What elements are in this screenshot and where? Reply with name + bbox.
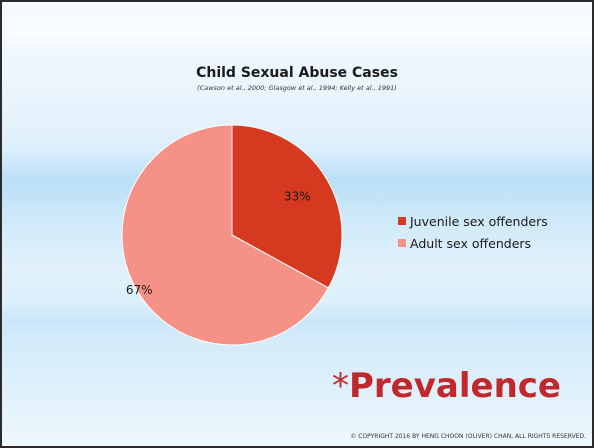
pie-data-label: 33% xyxy=(284,189,311,203)
chart-legend: Juvenile sex offenders Adult sex offende… xyxy=(398,210,548,254)
copyright-notice: © COPYRIGHT 2016 BY HENG CHOON (OLIVER) … xyxy=(350,433,586,440)
legend-swatch xyxy=(398,239,406,247)
slide-heading: *Prevalence xyxy=(332,366,561,406)
legend-label: Adult sex offenders xyxy=(410,235,532,251)
chart-subtitle: (Cawson et al., 2000; Glasgow et al., 19… xyxy=(197,84,397,92)
heading-text: Prevalence xyxy=(349,366,561,406)
legend-swatch xyxy=(398,217,406,225)
legend-item-juvenile: Juvenile sex offenders xyxy=(398,210,548,232)
legend-item-adult: Adult sex offenders xyxy=(398,232,548,254)
pie-data-label: 67% xyxy=(126,283,153,297)
heading-asterisk: * xyxy=(332,366,349,406)
pie-slice-adult xyxy=(121,124,330,346)
legend-label: Juvenile sex offenders xyxy=(410,213,548,229)
pie-slice-juvenile xyxy=(231,124,343,289)
chart-title: Child Sexual Abuse Cases xyxy=(196,65,398,81)
